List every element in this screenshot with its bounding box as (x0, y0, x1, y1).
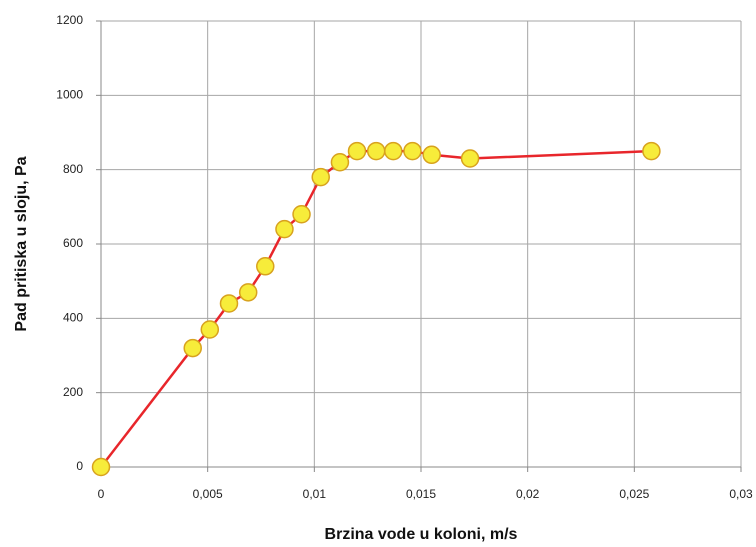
x-axis-title: Brzina vode u koloni, m/s (325, 526, 518, 543)
data-point (347, 141, 367, 161)
y-tick-label: 400 (63, 311, 83, 325)
data-point (91, 457, 111, 477)
data-point (219, 294, 239, 313)
data-point (330, 152, 350, 172)
x-tick-label: 0,025 (619, 487, 649, 501)
x-tick-label: 0,01 (303, 487, 327, 501)
y-tick-label: 0 (76, 459, 83, 473)
data-point (366, 141, 386, 161)
x-tick-label: 0 (98, 487, 105, 501)
y-tick-label: 200 (63, 385, 83, 399)
data-point (311, 167, 330, 187)
data-point (403, 141, 422, 161)
data-point (238, 283, 258, 302)
x-tick-label: 0,03 (729, 487, 753, 501)
data-point (460, 149, 480, 168)
data-point (256, 257, 275, 276)
data-point (200, 320, 220, 339)
x-tick-label: 0,02 (516, 487, 540, 501)
data-point (292, 205, 311, 224)
x-tick-label: 0,015 (406, 487, 436, 501)
y-axis-title: Pad pritiska u sloju, Pa (13, 156, 30, 331)
x-tick-label: 0,005 (193, 487, 223, 501)
y-tick-label: 1000 (56, 88, 83, 102)
data-point (422, 145, 441, 165)
y-tick-label: 800 (63, 162, 83, 176)
data-point (275, 219, 294, 239)
y-tick-label: 1200 (56, 13, 83, 27)
y-tick-label: 600 (63, 236, 83, 250)
data-point (642, 141, 661, 161)
data-point (384, 141, 403, 161)
data-point (183, 338, 202, 358)
